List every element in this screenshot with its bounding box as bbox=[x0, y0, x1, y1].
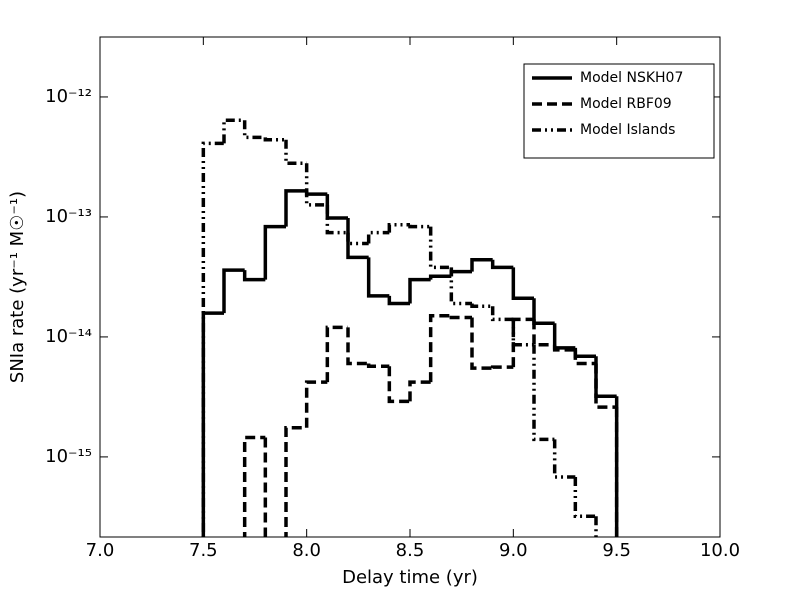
histogram-step bbox=[408, 380, 431, 402]
histogram-step bbox=[366, 230, 390, 244]
histogram-step bbox=[408, 277, 431, 304]
histogram-step bbox=[470, 303, 493, 309]
histogram-step bbox=[366, 363, 390, 368]
histogram-step bbox=[387, 295, 410, 306]
histogram-step bbox=[284, 139, 307, 166]
histogram-step bbox=[428, 314, 452, 383]
histogram-step bbox=[573, 477, 596, 519]
histogram-step bbox=[242, 120, 266, 140]
histogram-step bbox=[242, 270, 266, 282]
x-tick-label: 10.0 bbox=[700, 540, 740, 561]
histogram-step bbox=[490, 365, 514, 369]
histogram-step bbox=[222, 118, 245, 144]
histogram-step bbox=[263, 137, 286, 142]
histogram-step bbox=[346, 232, 369, 246]
histogram-step bbox=[449, 315, 472, 320]
histogram-step bbox=[284, 425, 307, 537]
histogram-step bbox=[552, 323, 576, 350]
y-tick-label: 10⁻¹² bbox=[45, 86, 92, 107]
x-tick-label: 7.5 bbox=[189, 540, 218, 561]
histogram-step bbox=[594, 356, 617, 399]
histogram-step bbox=[470, 257, 493, 272]
histogram-step bbox=[284, 189, 307, 227]
histogram-step bbox=[490, 306, 514, 322]
histogram-step bbox=[408, 224, 431, 229]
y-axis-label: SNIa rate (yr⁻¹ M☉⁻¹) bbox=[7, 191, 28, 383]
histogram-step bbox=[263, 437, 268, 537]
histogram-step bbox=[346, 217, 369, 260]
histogram-step bbox=[594, 363, 617, 409]
histogram-step bbox=[470, 317, 493, 370]
legend-label: Model NSKH07 bbox=[580, 70, 683, 86]
histogram-step bbox=[304, 190, 328, 196]
legend-label: Model RBF09 bbox=[580, 96, 672, 112]
histogram-step bbox=[532, 319, 555, 347]
histogram-step bbox=[263, 224, 286, 280]
histogram-step bbox=[304, 380, 328, 428]
histogram-step bbox=[201, 141, 224, 537]
histogram-step bbox=[242, 435, 266, 537]
x-tick-label: 9.0 bbox=[499, 540, 528, 561]
histogram-step bbox=[366, 257, 390, 298]
histogram-step bbox=[325, 204, 348, 235]
histogram-step bbox=[222, 268, 245, 314]
y-tick-label: 10⁻¹³ bbox=[45, 206, 92, 227]
histogram-step bbox=[552, 344, 576, 352]
histogram-step bbox=[573, 347, 596, 359]
histogram-step bbox=[346, 327, 369, 366]
histogram-step bbox=[387, 366, 410, 404]
plot-area bbox=[201, 118, 619, 537]
histogram-step bbox=[490, 259, 514, 270]
histogram-step bbox=[201, 311, 224, 537]
histogram-step bbox=[325, 194, 348, 220]
x-tick-label: 8.5 bbox=[396, 540, 425, 561]
histogram-step bbox=[511, 319, 534, 347]
histogram-step bbox=[304, 163, 328, 207]
x-tick-label: 9.5 bbox=[602, 540, 631, 561]
histogram-step bbox=[428, 226, 452, 270]
y-tick-label: 10⁻¹⁵ bbox=[45, 446, 92, 467]
x-axis-label: Delay time (yr) bbox=[342, 567, 478, 588]
x-tick-label: 7.0 bbox=[86, 540, 115, 561]
x-tick-label: 8.0 bbox=[292, 540, 321, 561]
y-tick-label: 10⁻¹⁴ bbox=[45, 326, 92, 347]
histogram-step bbox=[552, 439, 576, 479]
histogram-step bbox=[532, 298, 555, 325]
histogram-step bbox=[325, 325, 348, 383]
histogram-step bbox=[428, 274, 452, 280]
histogram-step bbox=[573, 349, 596, 366]
legend-label: Model Islands bbox=[580, 122, 675, 138]
histogram-step bbox=[511, 267, 534, 301]
histogram-step bbox=[387, 223, 410, 233]
histogram-step bbox=[594, 516, 598, 537]
histogram-step bbox=[532, 344, 555, 442]
histogram-step bbox=[449, 269, 472, 277]
